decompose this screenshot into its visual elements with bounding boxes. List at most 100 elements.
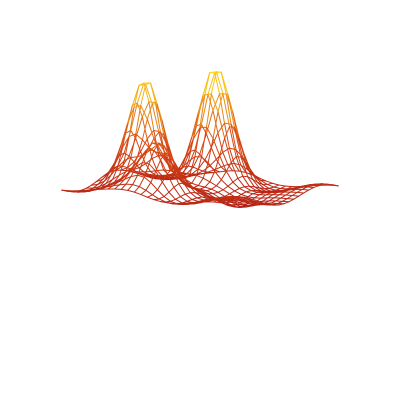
mesh-col-segment <box>146 138 153 160</box>
mesh-col-segment <box>121 165 128 169</box>
mesh-row-segment <box>306 186 315 189</box>
mesh-row-segment <box>271 182 280 186</box>
mesh-col-segment <box>291 191 298 196</box>
mesh-row-segment <box>220 179 229 187</box>
mesh-row-segment <box>127 106 135 125</box>
mesh-row-segment <box>238 187 247 193</box>
mesh-row-segment <box>160 159 168 175</box>
mesh-row-segment <box>220 71 229 95</box>
mesh-row-segment <box>123 176 132 180</box>
mesh-col-segment <box>262 197 269 202</box>
mesh-col-segment <box>210 71 217 95</box>
mesh-col-segment <box>210 146 217 160</box>
mesh-col-segment <box>156 170 163 176</box>
mesh-col-segment <box>141 118 148 141</box>
mesh-row-segment <box>153 199 162 203</box>
mesh-col-segment <box>219 199 226 204</box>
mesh-row-segment <box>121 155 130 167</box>
mesh-col-segment <box>225 161 232 172</box>
mesh-col-segment <box>196 156 203 176</box>
mesh-row-segment <box>136 82 145 104</box>
mesh-col-segment <box>107 185 114 190</box>
mesh-col-segment <box>225 93 232 125</box>
mesh-row-segment <box>61 189 69 192</box>
mesh-row-segment <box>252 178 260 189</box>
mesh-col-segment <box>285 191 292 196</box>
mesh-row-segment <box>227 93 235 128</box>
mesh-row-segment <box>169 154 178 170</box>
mesh-row-segment <box>247 176 255 188</box>
mesh-row-segment <box>197 94 206 114</box>
mesh-col-segment <box>197 168 204 172</box>
mesh-row-segment <box>112 184 120 187</box>
mesh-row-segment <box>128 166 137 174</box>
mesh-col-segment <box>178 182 185 185</box>
mesh-row-segment <box>171 168 180 185</box>
mesh-col-segment <box>267 194 273 199</box>
mesh-row-segment <box>265 180 273 184</box>
mesh-row-segment <box>150 182 158 191</box>
mesh-col-segment <box>286 195 293 200</box>
mesh-col-segment <box>283 201 290 205</box>
mesh-col-segment <box>204 72 211 96</box>
mesh-row-segment <box>253 186 262 192</box>
mesh-row-segment <box>207 72 216 95</box>
mesh-col-segment <box>127 184 134 191</box>
mesh-col-segment <box>332 184 339 187</box>
mesh-row-segment <box>194 192 203 198</box>
mesh-row-segment <box>206 190 214 195</box>
mesh-row-segment <box>217 191 226 197</box>
mesh-col-segment <box>145 182 152 191</box>
mesh-row-segment <box>234 190 242 195</box>
mesh-row-segment <box>122 135 130 148</box>
mesh-row-segment <box>130 174 139 178</box>
mesh-col-segment <box>259 201 265 204</box>
mesh-col-segment <box>122 123 129 148</box>
mesh-row-segment <box>209 71 217 74</box>
mesh-col-segment <box>224 193 231 197</box>
mesh-row-segment <box>130 156 138 158</box>
mesh-row-segment <box>140 149 148 158</box>
mesh-col-segment <box>217 93 224 113</box>
mesh-col-segment <box>173 183 180 188</box>
mesh-row-segment <box>186 138 194 155</box>
mesh-row-segment <box>138 83 147 86</box>
mesh-row-segment <box>227 185 236 192</box>
mesh-col-segment <box>206 188 213 192</box>
mesh-col-segment <box>131 169 138 173</box>
mesh-row-segment <box>156 169 165 172</box>
mesh-row-segment <box>211 188 219 193</box>
mesh-col-segment <box>153 142 160 151</box>
mesh-row-segment <box>192 127 201 140</box>
mesh-row-segment <box>179 196 188 202</box>
mesh-col-segment <box>230 123 237 151</box>
mesh-row-segment <box>132 184 140 188</box>
mesh-row-segment <box>153 129 161 133</box>
mesh-col-segment <box>192 166 199 170</box>
mesh-col-segment <box>223 122 230 149</box>
mesh-row-segment <box>187 149 196 167</box>
mesh-row-segment <box>155 151 163 154</box>
mesh-row-segment <box>161 181 170 193</box>
mesh-row-segment <box>196 174 204 179</box>
mesh-col-segment <box>212 111 219 140</box>
mesh-row-segment <box>218 170 227 173</box>
mesh-col-segment <box>130 166 137 178</box>
mesh-col-segment <box>293 195 300 200</box>
mesh-row-segment <box>278 184 286 187</box>
mesh-col-segment <box>214 155 221 172</box>
mesh-row-segment <box>140 138 148 153</box>
mesh-row-segment <box>128 133 137 137</box>
mesh-col-segment <box>227 181 234 187</box>
mesh-row-segment <box>118 183 127 186</box>
mesh-row-segment <box>151 103 160 133</box>
mesh-col-segment <box>224 126 231 139</box>
mesh-row-segment <box>151 194 160 200</box>
mesh-col-segment <box>227 163 234 172</box>
mesh-row-segment <box>182 172 191 175</box>
mesh-col-segment <box>133 186 140 193</box>
mesh-col-segment <box>189 156 196 175</box>
mesh-col-segment <box>253 194 260 199</box>
mesh-row-segment <box>200 93 209 126</box>
mesh-col-segment <box>110 160 117 176</box>
